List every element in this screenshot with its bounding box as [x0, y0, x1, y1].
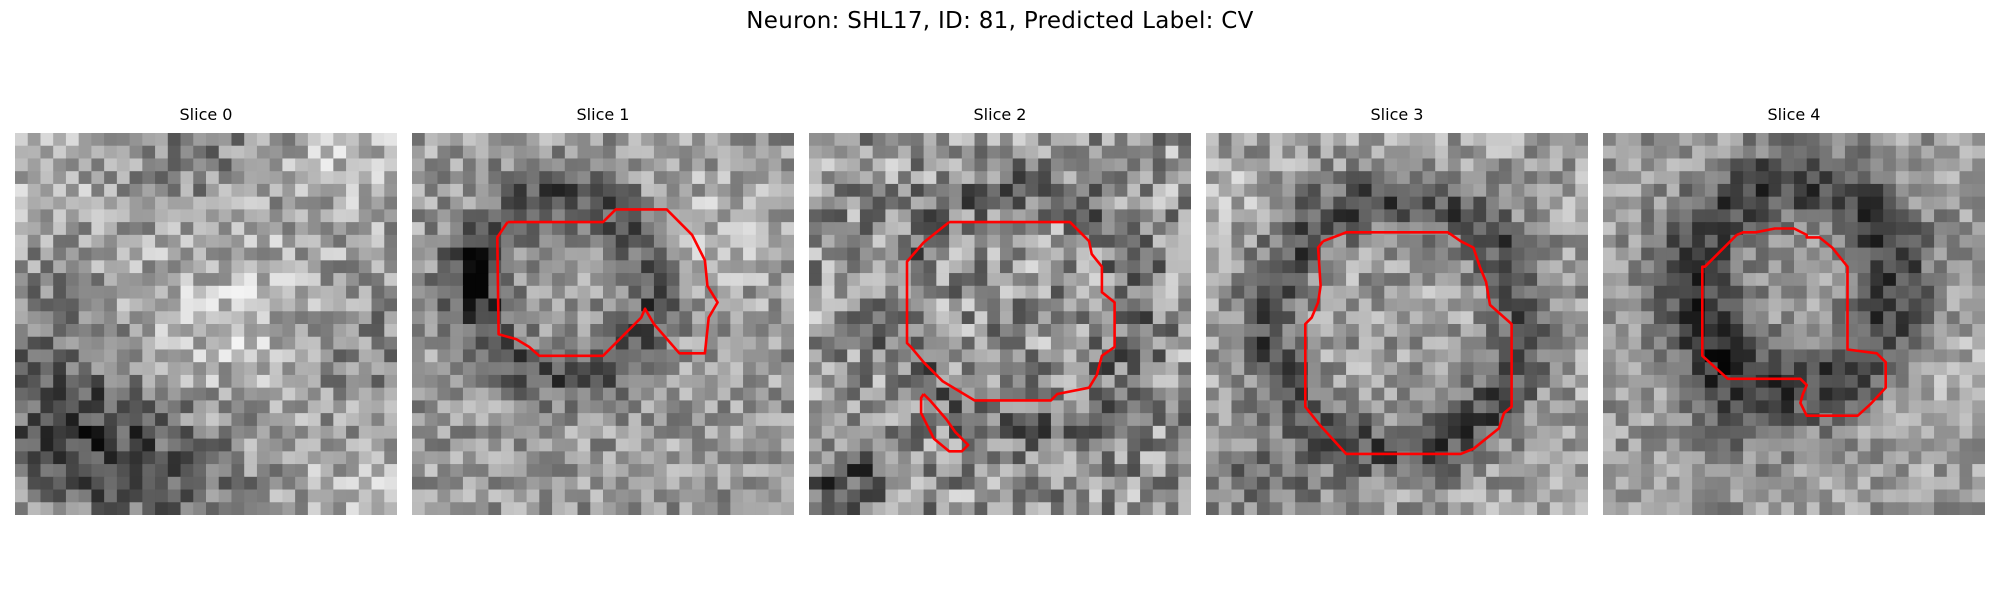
- slice-image: [15, 133, 397, 515]
- segmentation-contour: [1304, 231, 1513, 456]
- figure-title: Neuron: SHL17, ID: 81, Predicted Label: …: [746, 8, 1254, 34]
- slice-image: [809, 133, 1191, 515]
- segmentation-contour: [496, 208, 719, 358]
- segmentation-contour: [905, 220, 1116, 402]
- slice-title: Slice 3: [1370, 105, 1424, 124]
- slice-image: [1206, 133, 1588, 515]
- slice-title: Slice 2: [973, 105, 1027, 124]
- slice-image: [412, 133, 794, 515]
- slice-title: Slice 1: [576, 105, 630, 124]
- slice-image: [1603, 133, 1985, 515]
- segmentation-contour: [1701, 227, 1888, 418]
- segmentation-contour: [919, 393, 970, 453]
- slice-title: Slice 4: [1767, 105, 1821, 124]
- slice-title: Slice 0: [179, 105, 233, 124]
